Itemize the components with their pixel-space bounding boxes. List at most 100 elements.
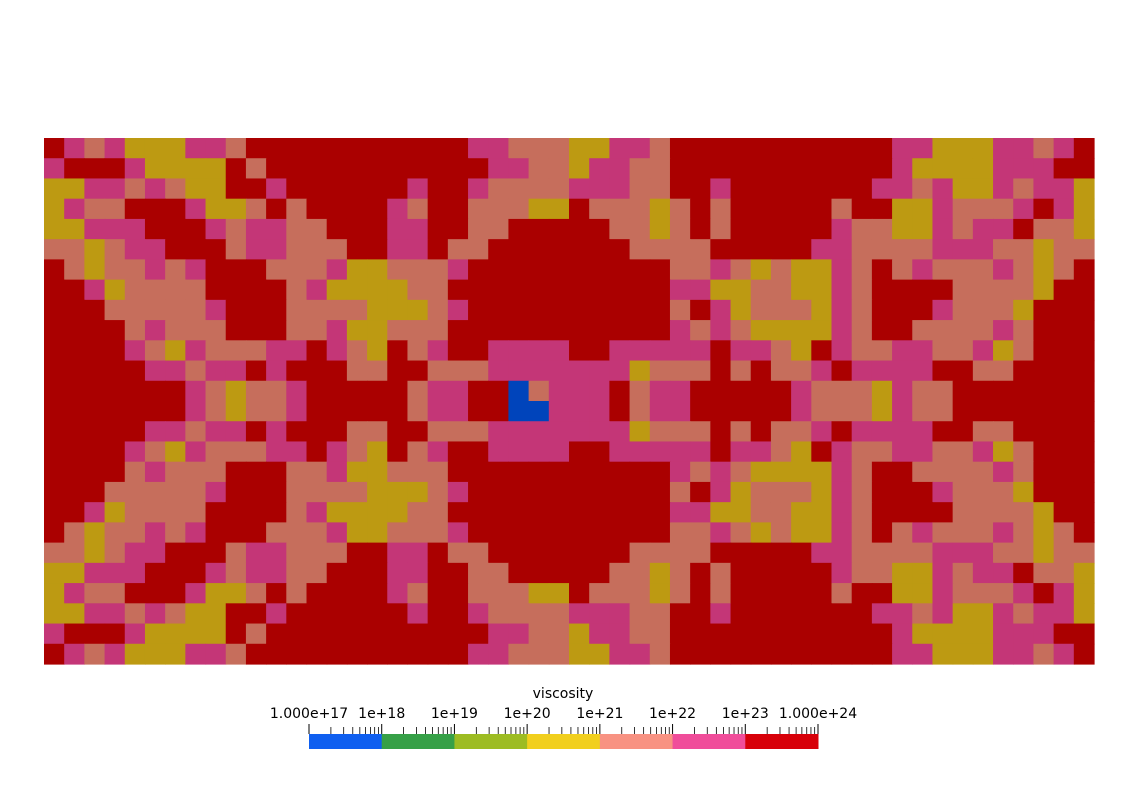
field-cell	[205, 522, 227, 544]
field-cell	[892, 259, 913, 281]
field-cell	[427, 198, 449, 220]
field-cell	[932, 461, 954, 483]
field-cell	[266, 481, 287, 503]
field-cell	[387, 239, 409, 260]
legend-tick-marks	[308, 724, 819, 734]
field-cell	[1053, 380, 1075, 402]
field-cell	[770, 320, 792, 341]
field-cell	[124, 643, 146, 665]
field-cell	[750, 380, 772, 402]
field-cell	[1053, 279, 1075, 301]
field-cell	[124, 441, 146, 463]
legend-color-bar	[309, 734, 819, 749]
field-cell	[791, 340, 812, 362]
field-cell	[144, 279, 166, 301]
field-cell	[1013, 421, 1035, 443]
field-cell	[1073, 522, 1095, 544]
field-cell	[1013, 138, 1035, 159]
legend-color-bin	[381, 734, 455, 749]
field-cell	[589, 603, 610, 625]
field-cell	[346, 259, 368, 281]
field-cell	[447, 421, 469, 443]
field-cell	[1073, 583, 1095, 604]
field-cell	[346, 198, 368, 220]
field-cell	[245, 259, 267, 281]
field-cell	[629, 461, 651, 483]
field-cell	[649, 643, 671, 665]
field-cell	[205, 380, 227, 402]
field-cell	[952, 320, 974, 341]
field-cell	[952, 643, 974, 665]
field-cell	[407, 320, 429, 341]
field-cell	[710, 218, 732, 240]
field-cell	[124, 340, 146, 362]
field-cell	[629, 299, 651, 321]
field-cell	[84, 360, 106, 382]
field-cell	[952, 441, 974, 463]
field-cell	[84, 643, 106, 665]
field-cell	[508, 522, 530, 544]
field-cell	[892, 198, 913, 220]
field-cell	[488, 218, 510, 240]
field-cell	[326, 158, 348, 180]
field-cell	[528, 218, 550, 240]
field-cell	[185, 542, 207, 564]
field-cell	[730, 522, 752, 544]
field-cell	[427, 502, 449, 523]
field-cell	[225, 279, 247, 301]
field-cell	[185, 522, 207, 544]
field-cell	[346, 502, 368, 523]
field-cell	[629, 380, 651, 402]
field-cell	[629, 562, 651, 584]
field-cell	[629, 401, 651, 422]
field-cell	[1073, 239, 1095, 260]
field-cell	[912, 178, 934, 200]
field-cell	[609, 401, 631, 422]
field-cell	[710, 138, 732, 159]
field-cell	[1073, 502, 1095, 523]
field-cell	[165, 158, 186, 180]
field-cell	[387, 441, 409, 463]
field-cell	[266, 603, 287, 625]
field-cell	[185, 360, 207, 382]
field-cell	[64, 218, 85, 240]
field-cell	[447, 218, 469, 240]
field-cell	[1053, 299, 1075, 321]
field-cell	[710, 279, 732, 301]
field-cell	[387, 481, 409, 503]
field-cell	[367, 421, 388, 443]
field-cell	[548, 502, 570, 523]
field-cell	[306, 522, 328, 544]
field-cell	[165, 461, 186, 483]
field-cell	[811, 239, 833, 260]
field-cell	[912, 158, 934, 180]
field-cell	[367, 138, 388, 159]
field-cell	[892, 623, 913, 645]
field-cell	[710, 380, 732, 402]
field-cell	[225, 299, 247, 321]
field-cell	[770, 643, 792, 665]
field-cell	[427, 360, 449, 382]
field-cell	[649, 603, 671, 625]
field-cell	[972, 441, 994, 463]
field-cell	[286, 279, 308, 301]
field-cell	[851, 643, 873, 665]
field-cell	[1033, 360, 1055, 382]
field-cell	[912, 360, 934, 382]
field-cell	[892, 461, 913, 483]
field-cell	[306, 502, 328, 523]
field-cell	[407, 643, 429, 665]
field-cell	[144, 461, 166, 483]
field-cell	[508, 603, 530, 625]
field-cell	[205, 299, 227, 321]
viscosity-field-grid	[44, 138, 1095, 665]
field-cell	[44, 239, 65, 260]
field-cell	[326, 522, 348, 544]
field-cell	[124, 542, 146, 564]
field-cell	[266, 360, 287, 382]
field-cell	[407, 583, 429, 604]
legend-color-bin	[309, 734, 383, 749]
field-cell	[508, 441, 530, 463]
field-cell	[205, 198, 227, 220]
field-cell	[367, 320, 388, 341]
